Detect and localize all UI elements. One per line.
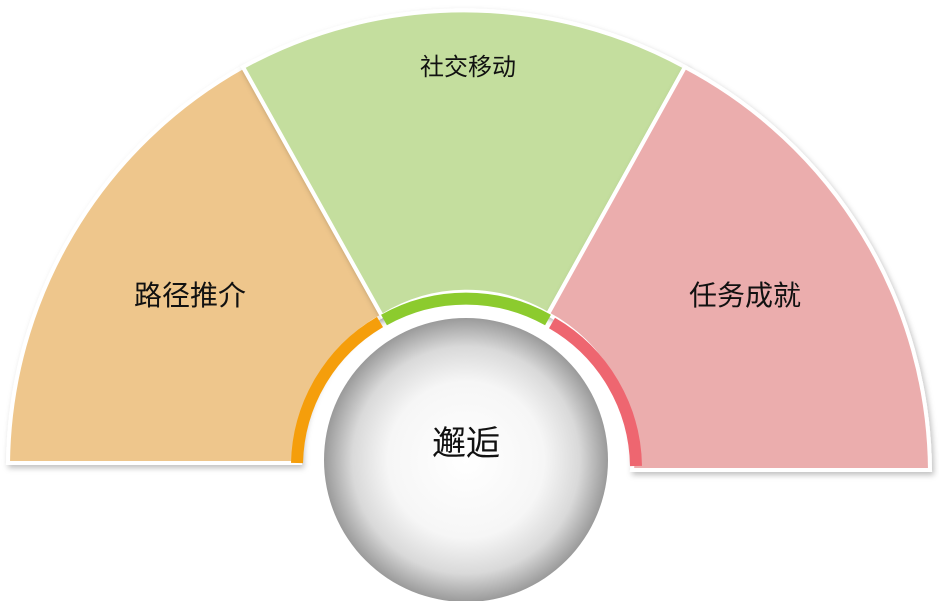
center-hub: 邂逅 [324, 318, 608, 601]
accent-arc-right [548, 317, 642, 467]
segment-left-label: 路径推介 [134, 279, 246, 312]
center-hub-circle [324, 318, 608, 601]
accent-arc-top [381, 292, 551, 326]
segment-top-label: 社交移动 [420, 53, 516, 81]
segment-top-shape [240, 8, 688, 319]
center-hub-label: 邂逅 [432, 424, 500, 464]
segment-top: 社交移动 [240, 8, 688, 319]
accent-arc-left [291, 316, 384, 464]
segment-right-label: 任务成就 [689, 279, 801, 312]
